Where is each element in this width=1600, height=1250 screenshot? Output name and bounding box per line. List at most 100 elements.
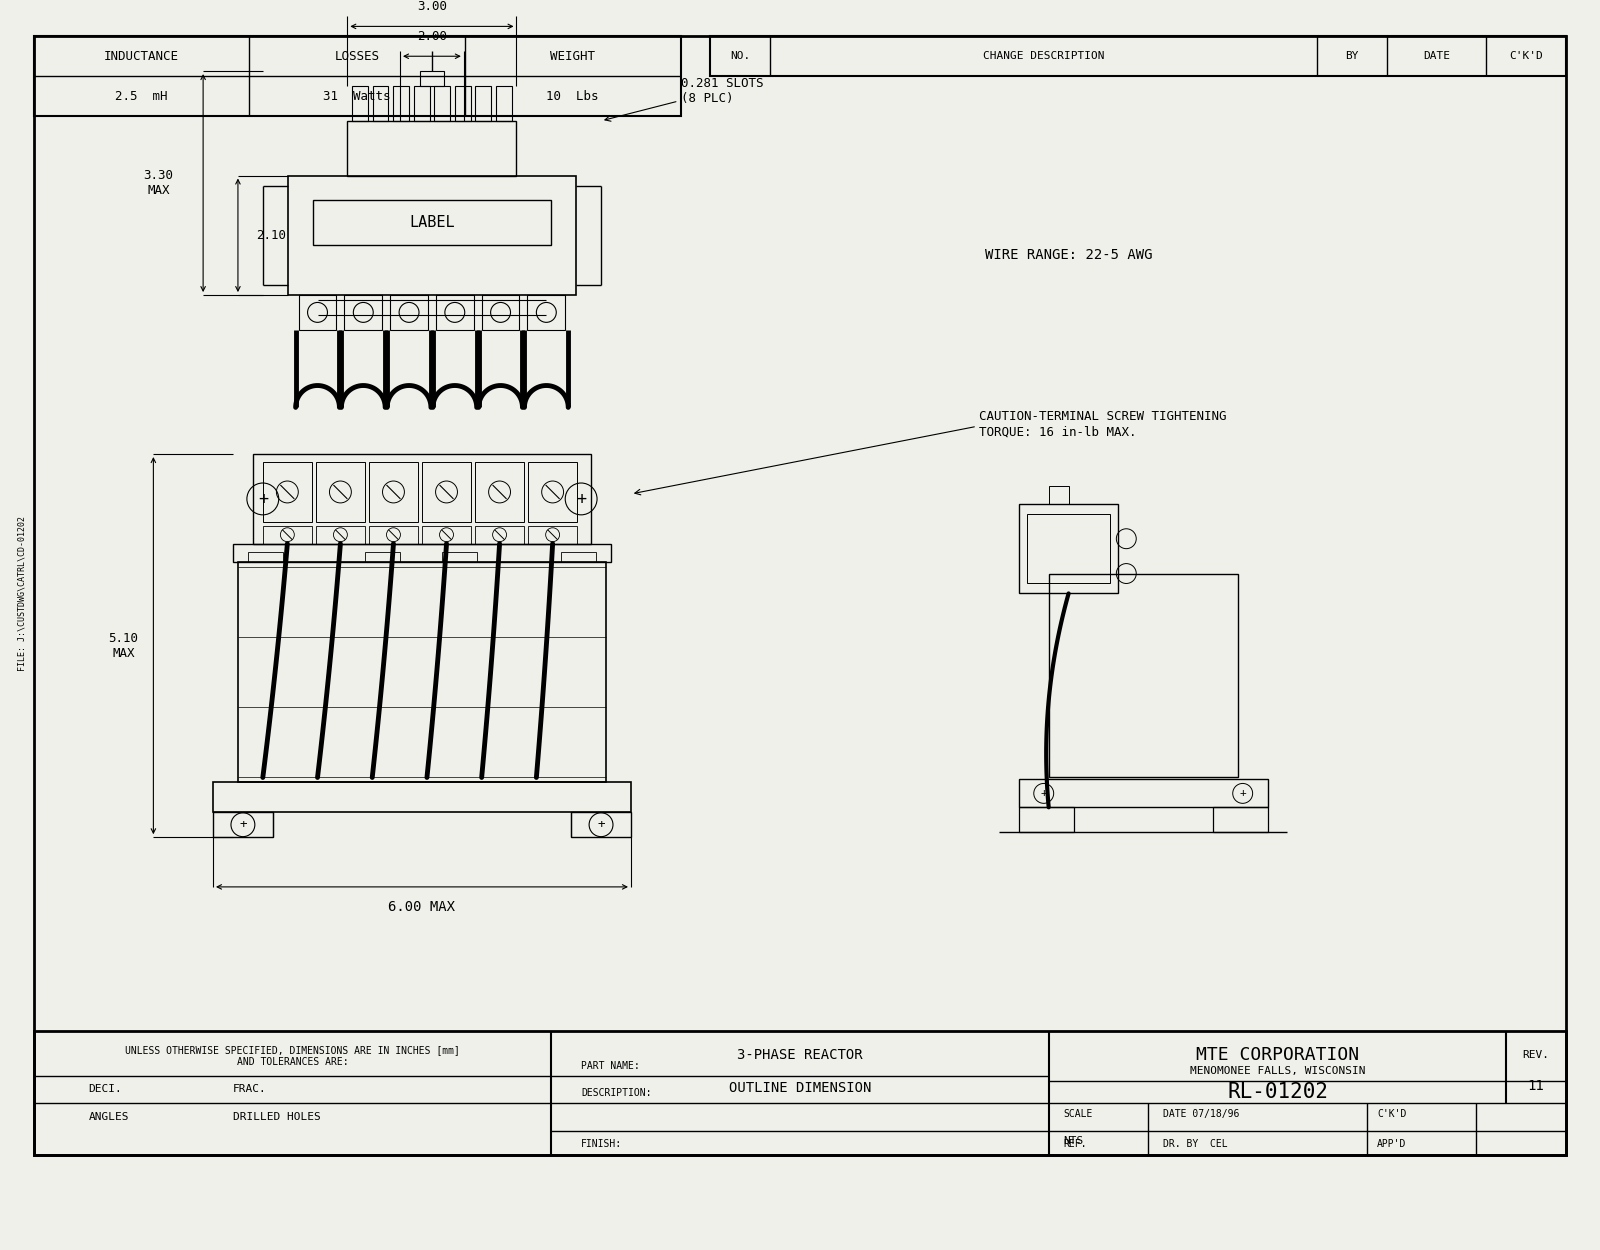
Bar <box>454 86 470 121</box>
Text: C'K'D: C'K'D <box>1378 1109 1406 1119</box>
Text: WEIGHT: WEIGHT <box>550 50 595 62</box>
Bar <box>288 175 576 295</box>
Text: PART NAME:: PART NAME: <box>581 1061 640 1071</box>
Text: DATE: DATE <box>1422 51 1450 61</box>
Bar <box>312 200 552 245</box>
Bar <box>496 86 512 121</box>
Text: +: + <box>576 490 586 508</box>
Bar <box>482 295 520 330</box>
Text: 2.5  mH: 2.5 mH <box>115 90 168 103</box>
Bar <box>435 295 474 330</box>
Text: BY: BY <box>1346 51 1358 61</box>
Bar <box>238 561 606 782</box>
Bar <box>1048 574 1238 778</box>
Bar <box>299 295 336 330</box>
Bar <box>390 295 427 330</box>
Text: OUTLINE DIMENSION: OUTLINE DIMENSION <box>730 1081 870 1095</box>
Text: CHANGE DESCRIPTION: CHANGE DESCRIPTION <box>982 51 1104 61</box>
Text: FINISH:: FINISH: <box>581 1139 622 1149</box>
Text: SCALE: SCALE <box>1064 1109 1093 1119</box>
Text: 2.10: 2.10 <box>256 229 286 241</box>
Text: +: + <box>258 490 267 508</box>
Bar <box>1048 486 1069 504</box>
Text: ANGLES: ANGLES <box>88 1111 130 1121</box>
Bar <box>414 86 430 121</box>
Text: REV.: REV. <box>1523 1050 1550 1060</box>
Bar <box>1027 514 1110 584</box>
Text: FILE: J:\CUSTDWG\CATRL\CD-01202: FILE: J:\CUSTDWG\CATRL\CD-01202 <box>18 516 27 671</box>
Text: DRILLED HOLES: DRILLED HOLES <box>234 1111 320 1121</box>
Text: 3-PHASE REACTOR: 3-PHASE REACTOR <box>738 1048 862 1062</box>
Bar <box>1019 504 1118 594</box>
Text: 6.00 MAX: 6.00 MAX <box>389 900 456 914</box>
Bar <box>373 86 389 121</box>
Bar <box>370 462 418 521</box>
Bar <box>528 526 578 544</box>
Text: 10  Lbs: 10 Lbs <box>547 90 598 103</box>
Text: NO.: NO. <box>730 51 750 61</box>
Bar <box>422 462 470 521</box>
Bar <box>352 86 368 121</box>
Bar <box>34 36 680 116</box>
Bar <box>347 121 517 175</box>
Text: CAUTION-TERMINAL SCREW TIGHTENING
TORQUE: 16 in-lb MAX.: CAUTION-TERMINAL SCREW TIGHTENING TORQUE… <box>979 410 1227 439</box>
Bar <box>344 295 382 330</box>
Bar <box>562 551 597 561</box>
Text: FRAC.: FRAC. <box>234 1084 267 1094</box>
Bar <box>365 551 400 561</box>
Text: +: + <box>597 819 605 831</box>
Bar <box>213 782 630 812</box>
Bar <box>422 526 470 544</box>
Text: DESCRIPTION:: DESCRIPTION: <box>581 1088 651 1098</box>
Bar <box>34 1031 1566 1155</box>
Bar <box>434 86 450 121</box>
Bar <box>419 71 443 86</box>
Text: INDUCTANCE: INDUCTANCE <box>104 50 179 62</box>
Bar <box>528 295 565 330</box>
Text: +: + <box>1240 789 1246 799</box>
Bar <box>1019 780 1267 808</box>
Text: NTS: NTS <box>1064 1135 1083 1145</box>
Text: 0.281 SLOTS
(8 PLC): 0.281 SLOTS (8 PLC) <box>680 78 763 105</box>
Bar <box>1019 808 1074 832</box>
Text: WIRE RANGE: 22-5 AWG: WIRE RANGE: 22-5 AWG <box>986 249 1152 262</box>
Text: DECI.: DECI. <box>88 1084 123 1094</box>
Text: LOSSES: LOSSES <box>334 50 379 62</box>
Text: 11: 11 <box>1528 1079 1544 1092</box>
Text: APP'D: APP'D <box>1378 1139 1406 1149</box>
Text: 2.00: 2.00 <box>418 30 446 42</box>
Bar <box>234 544 611 561</box>
Bar <box>315 526 365 544</box>
Bar <box>442 551 477 561</box>
Bar <box>394 86 410 121</box>
Bar <box>710 36 1566 76</box>
Text: REF.: REF. <box>1064 1139 1086 1149</box>
Text: MENOMONEE FALLS, WISCONSIN: MENOMONEE FALLS, WISCONSIN <box>1190 1066 1365 1076</box>
Text: +: + <box>238 819 246 831</box>
Text: 3.00: 3.00 <box>418 0 446 12</box>
Text: MTE CORPORATION: MTE CORPORATION <box>1195 1046 1358 1064</box>
Text: UNLESS OTHERWISE SPECIFIED, DIMENSIONS ARE IN INCHES [mm]
AND TOLERANCES ARE:: UNLESS OTHERWISE SPECIFIED, DIMENSIONS A… <box>125 1045 461 1066</box>
Text: DATE 07/18/96: DATE 07/18/96 <box>1163 1109 1240 1119</box>
Text: C'K'D: C'K'D <box>1509 51 1542 61</box>
Bar <box>571 812 630 838</box>
Text: RL-01202: RL-01202 <box>1227 1081 1328 1101</box>
Bar <box>1213 808 1267 832</box>
Bar <box>315 462 365 521</box>
Bar <box>475 86 491 121</box>
Bar <box>262 526 312 544</box>
Text: +: + <box>1040 789 1046 799</box>
Bar <box>370 526 418 544</box>
Bar <box>262 462 312 521</box>
Text: DR. BY  CEL: DR. BY CEL <box>1163 1139 1227 1149</box>
Bar <box>248 551 283 561</box>
Bar <box>475 526 525 544</box>
Bar <box>213 812 272 838</box>
Bar <box>475 462 525 521</box>
Bar <box>253 454 590 544</box>
Text: 5.10
MAX: 5.10 MAX <box>109 631 139 660</box>
Text: 3.30
MAX: 3.30 MAX <box>144 169 173 198</box>
Bar <box>528 462 578 521</box>
Text: 31  Watts: 31 Watts <box>323 90 390 103</box>
Text: LABEL: LABEL <box>410 215 454 230</box>
